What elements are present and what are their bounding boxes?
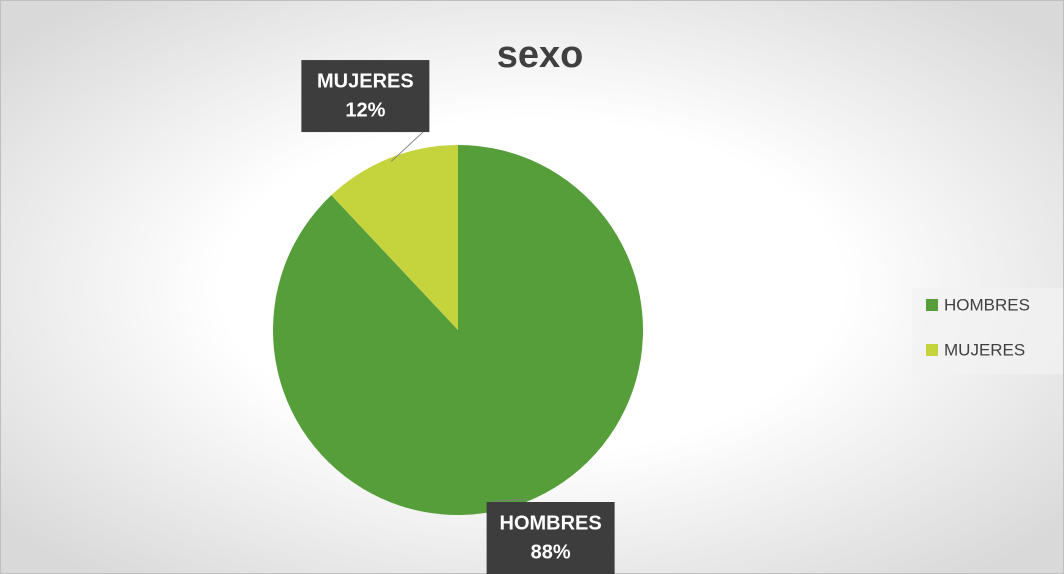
data-label-box [301, 60, 430, 133]
pie-slice [273, 145, 644, 515]
legend-swatch [926, 299, 938, 311]
data-label-name: HOMBRES [500, 512, 602, 534]
data-label-value: 12% [345, 99, 385, 121]
leader-line [390, 131, 424, 162]
pie-slice [331, 145, 458, 330]
legend-label: MUJERES [944, 340, 1025, 359]
data-label-value: 88% [531, 541, 571, 563]
data-label-name: MUJERES [317, 70, 414, 92]
legend-label: HOMBRES [944, 295, 1030, 314]
data-label-box [486, 502, 615, 574]
chart-title: sexo [497, 34, 584, 76]
leader-line [492, 498, 525, 503]
legend-swatch [926, 344, 938, 356]
